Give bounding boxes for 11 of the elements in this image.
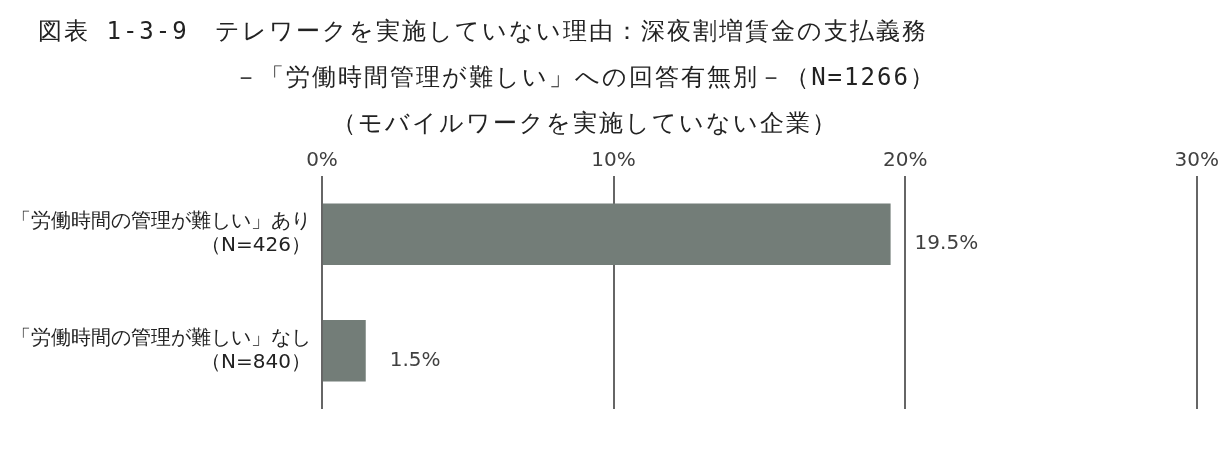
- data-label: 19.5%: [914, 230, 979, 255]
- y-tick-label: 「労働時間の管理が難しい」あり（N=426）: [11, 208, 311, 257]
- text: （モバイルワークを実施していない企業）: [331, 108, 839, 139]
- chart-title: 図表 1-3-9 テレワークを実施していない理由：深夜割増賃金の支払義務: [37, 16, 929, 47]
- y-tick-label: 「労働時間の管理が難しい」なし（N=840）: [11, 324, 311, 373]
- x-tick-label: 30%: [1174, 147, 1219, 172]
- x-tick-label: 20%: [882, 147, 928, 172]
- data-label: 1.5%: [389, 346, 441, 371]
- chart-subtitle: －「労働時間管理が難しい」への回答有無別－（N=1266）: [233, 62, 937, 93]
- x-tick-label: 0%: [306, 147, 338, 172]
- x-tick-label: 10%: [591, 147, 636, 172]
